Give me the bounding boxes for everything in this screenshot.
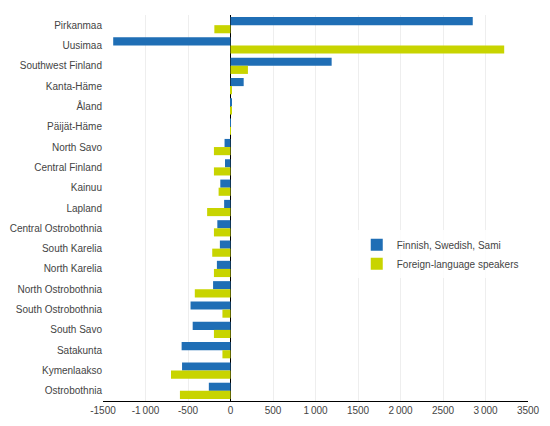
svg-text:3500: 3500 — [517, 405, 540, 416]
svg-text:0: 0 — [228, 405, 234, 416]
svg-text:North Karelia: North Karelia — [44, 263, 103, 274]
svg-text:North Ostrobothnia: North Ostrobothnia — [18, 284, 103, 295]
svg-text:2500: 2500 — [432, 405, 455, 416]
svg-text:Ostrobothnia: Ostrobothnia — [45, 385, 103, 396]
svg-text:Southwest Finland: Southwest Finland — [20, 60, 102, 71]
svg-text:South Karelia: South Karelia — [42, 243, 102, 254]
svg-text:1500: 1500 — [347, 405, 370, 416]
svg-text:2 000: 2 000 — [388, 405, 413, 416]
svg-text:Satakunta: Satakunta — [57, 345, 102, 356]
svg-text:Central Ostrobothnia: Central Ostrobothnia — [10, 223, 103, 234]
svg-text:South Ostrobothnia: South Ostrobothnia — [16, 304, 103, 315]
svg-text:Lapland: Lapland — [66, 203, 102, 214]
svg-text:Finnish, Swedish, Sami: Finnish, Swedish, Sami — [397, 240, 501, 251]
svg-text:Åland: Åland — [76, 100, 102, 112]
svg-text:-1 000: -1 000 — [132, 405, 160, 416]
svg-text:Kymenlaakso: Kymenlaakso — [42, 365, 102, 376]
svg-text:-1500: -1500 — [90, 405, 116, 416]
svg-text:Pirkanmaa: Pirkanmaa — [54, 20, 102, 31]
svg-text:Central Finland: Central Finland — [34, 162, 102, 173]
svg-text:North Savo: North Savo — [52, 142, 102, 153]
svg-text:Kanta-Häme: Kanta-Häme — [46, 81, 103, 92]
svg-text:3 000: 3 000 — [473, 405, 498, 416]
svg-text:Päijät-Häme: Päijät-Häme — [47, 121, 102, 132]
svg-text:500: 500 — [265, 405, 282, 416]
svg-text:Kainuu: Kainuu — [71, 182, 102, 193]
svg-text:1 000: 1 000 — [303, 405, 328, 416]
svg-text:Foreign-language speakers: Foreign-language speakers — [397, 259, 519, 270]
svg-text:Uusimaa: Uusimaa — [63, 40, 103, 51]
svg-text:-500: -500 — [178, 405, 198, 416]
svg-text:South Savo: South Savo — [50, 324, 102, 335]
